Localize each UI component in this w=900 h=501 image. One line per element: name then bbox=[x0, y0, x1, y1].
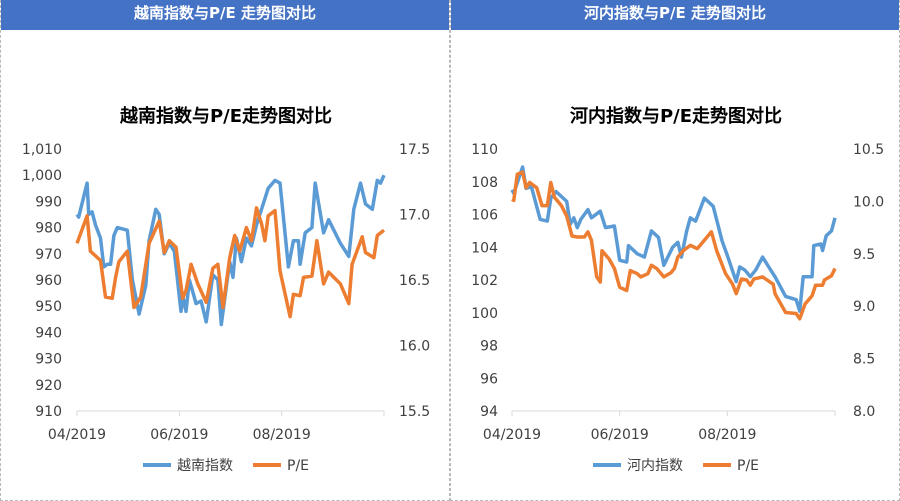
left-y-tick-label: 106 bbox=[471, 208, 498, 224]
left-y-tick-label: 960 bbox=[35, 273, 62, 289]
right-y-tick-label: 16.5 bbox=[399, 273, 430, 289]
chart-title: 河内指数与P/E走势图对比 bbox=[570, 105, 782, 127]
left-y-tick-label: 102 bbox=[471, 273, 498, 289]
left-y-tick-label: 1,010 bbox=[22, 142, 62, 158]
left-y-tick-label: 990 bbox=[35, 194, 62, 210]
index-series-line bbox=[510, 165, 837, 313]
hnx-index-panel: 河内指数与P/E 走势图对比 河内指数与P/E走势图对比 94 96 98 100 102… bbox=[450, 0, 900, 501]
left-y-tick-label: 980 bbox=[35, 221, 62, 237]
vn-index-chart: 越南指数与P/E走势图对比 910 920 930 940 950 960 970 980 990… bbox=[22, 105, 430, 474]
right-y-tick-label: 17.0 bbox=[399, 208, 430, 224]
vn-index-panel: 越南指数与P/E 走势图对比 越南指数与P/E走势图对比 910 920 930 940… bbox=[0, 0, 450, 501]
right-y-tick-label: 16.0 bbox=[399, 339, 430, 355]
legend-label: 越南指数 bbox=[177, 458, 233, 474]
right-y-tick-label: 9.0 bbox=[853, 299, 875, 315]
x-tick-label: 06/2019 bbox=[591, 427, 649, 443]
left-y-tick-label: 94 bbox=[480, 404, 498, 420]
x-tick-label: 08/2019 bbox=[698, 427, 756, 443]
pe-series-line bbox=[75, 206, 386, 319]
right-y-tick-label: 15.5 bbox=[399, 404, 430, 420]
x-tick-label: 06/2019 bbox=[150, 427, 208, 443]
left-y-tick-label: 108 bbox=[471, 175, 498, 191]
right-y-tick-label: 8.5 bbox=[853, 352, 875, 368]
left-y-tick-label: 950 bbox=[35, 299, 62, 315]
left-y-tick-label: 970 bbox=[35, 247, 62, 263]
left-y-tick-label: 104 bbox=[471, 240, 498, 256]
right-y-tick-label: 9.5 bbox=[853, 247, 875, 263]
left-y-tick-label: 920 bbox=[35, 378, 62, 394]
index-series-line bbox=[75, 174, 386, 327]
x-tick-label: 08/2019 bbox=[253, 427, 311, 443]
right-y-tick-label: 10.5 bbox=[853, 142, 884, 158]
legend-label: P/E bbox=[737, 458, 759, 474]
pe-series-line bbox=[511, 170, 837, 321]
left-y-tick-label: 930 bbox=[35, 352, 62, 368]
legend-label: 河内指数 bbox=[627, 458, 683, 474]
x-tick-label: 04/2019 bbox=[48, 427, 106, 443]
left-y-tick-label: 110 bbox=[471, 142, 498, 158]
left-y-tick-label: 96 bbox=[480, 371, 498, 387]
right-y-tick-label: 10.0 bbox=[853, 194, 884, 210]
legend-label: P/E bbox=[287, 458, 309, 474]
panel-header: 越南指数与P/E 走势图对比 bbox=[1, 0, 449, 30]
left-y-tick-label: 98 bbox=[480, 339, 498, 355]
left-y-tick-label: 100 bbox=[471, 306, 498, 322]
hnx-index-chart: 河内指数与P/E走势图对比 94 96 98 100 102 104 106 108 110 8.0… bbox=[471, 105, 884, 474]
chart-title: 越南指数与P/E走势图对比 bbox=[119, 105, 332, 127]
panel-header: 河内指数与P/E 走势图对比 bbox=[451, 0, 899, 30]
left-y-tick-label: 1,000 bbox=[22, 168, 62, 184]
x-tick-label: 04/2019 bbox=[483, 427, 541, 443]
left-y-tick-label: 910 bbox=[35, 404, 62, 420]
right-y-tick-label: 8.0 bbox=[853, 404, 875, 420]
left-y-tick-label: 940 bbox=[35, 325, 62, 341]
right-y-tick-label: 17.5 bbox=[399, 142, 430, 158]
